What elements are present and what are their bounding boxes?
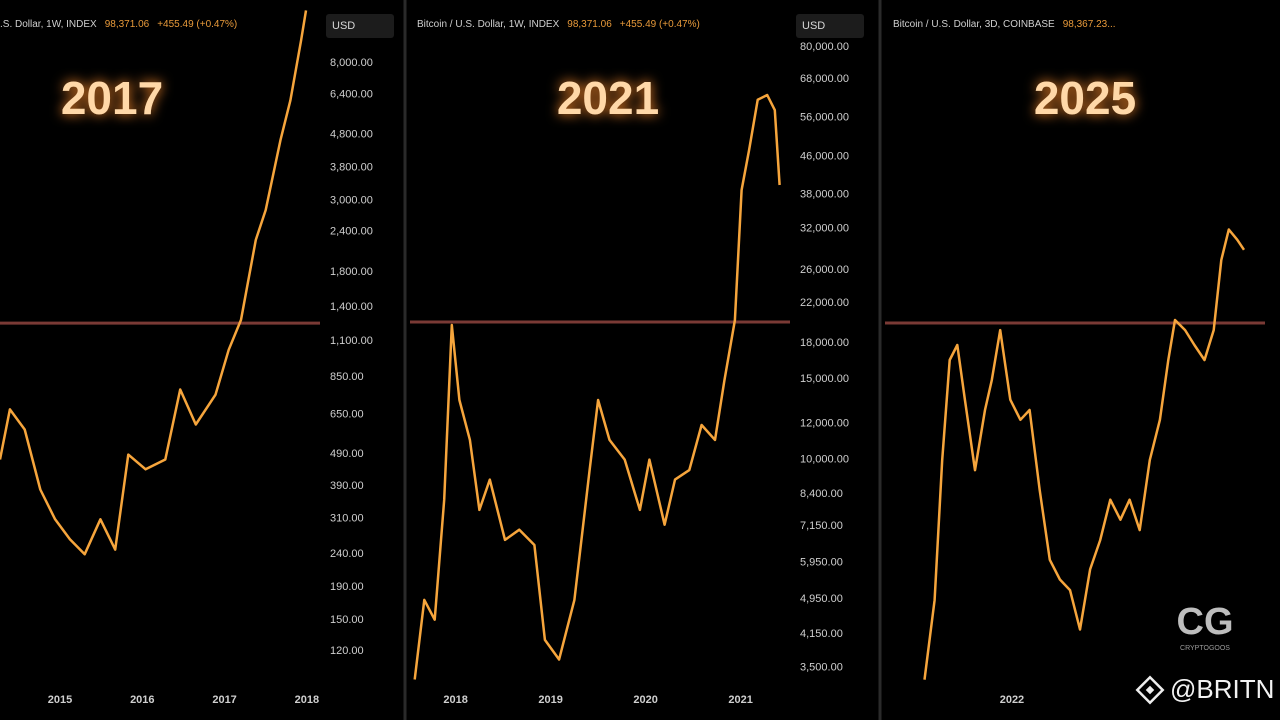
y-tick-label: 38,000.00: [800, 189, 849, 201]
price: 98,371.06: [105, 19, 150, 30]
y-tick-label: 490.00: [330, 448, 364, 460]
y-tick-label: 150.00: [330, 614, 364, 626]
x-tick-label: 2016: [130, 694, 154, 706]
price-line: [413, 93, 781, 680]
cycle-label: 2017: [61, 72, 163, 124]
symbol: .S. Dollar, 1W, INDEX: [0, 19, 97, 30]
y-tick-label: 2,400.00: [330, 226, 373, 238]
y-tick-label: 26,000.00: [800, 264, 849, 276]
y-tick-label: 3,000.00: [330, 194, 373, 206]
y-tick-label: 22,000.00: [800, 297, 849, 309]
price-line: [923, 228, 1246, 680]
symbol-header: .S. Dollar, 1W, INDEX 98,371.06 +455.49 (+…: [0, 19, 237, 30]
change: +455.49 (+0.47%): [620, 19, 700, 30]
y-tick-label: 1,800.00: [330, 266, 373, 278]
y-tick-label: 32,000.00: [800, 223, 849, 235]
symbol: Bitcoin / U.S. Dollar, 1W, INDEX: [417, 19, 560, 30]
logo: CG: [1177, 601, 1234, 643]
logo-caption: CRYPTOGOOS: [1180, 645, 1230, 652]
y-tick-label: 4,950.00: [800, 593, 843, 605]
x-tick-label: 2020: [633, 694, 657, 706]
y-tick-label: 310.00: [330, 512, 364, 524]
price: 98,371.06: [567, 19, 612, 30]
change: +455.49 (+0.47%): [157, 19, 237, 30]
y-tick-label: 650.00: [330, 409, 364, 421]
y-tick-label: 850.00: [330, 371, 364, 383]
x-tick-label: 2022: [1000, 694, 1024, 706]
y-tick-label: 5,950.00: [800, 556, 843, 568]
y-tick-label: 6,400.00: [330, 88, 373, 100]
y-tick-label: 10,000.00: [800, 453, 849, 465]
x-tick-label: 2019: [538, 694, 562, 706]
x-tick-label: 2021: [728, 694, 752, 706]
y-tick-label: 4,150.00: [800, 628, 843, 640]
currency-box: [326, 14, 394, 38]
handle: @BRITN: [1170, 674, 1274, 704]
symbol-header: Bitcoin / U.S. Dollar, 3D, COINBASE 98,36…: [893, 19, 1116, 30]
cycle-label: 2021: [557, 72, 659, 124]
y-tick-label: 68,000.00: [800, 73, 849, 85]
currency-box: [796, 14, 864, 38]
y-tick-label: 4,800.00: [330, 129, 373, 141]
currency: USD: [332, 20, 355, 32]
x-tick-label: 2015: [48, 694, 72, 706]
y-tick-label: 390.00: [330, 480, 364, 492]
y-tick-label: 3,500.00: [800, 662, 843, 674]
y-tick-label: 8,000.00: [330, 57, 373, 69]
price-line: [0, 10, 308, 556]
y-tick-label: 1,400.00: [330, 301, 373, 313]
symbol-header: Bitcoin / U.S. Dollar, 1W, INDEX 98,371.0…: [417, 19, 700, 30]
cycle-label: 2025: [1034, 72, 1136, 124]
y-tick-label: 80,000.00: [800, 41, 849, 53]
y-tick-label: 240.00: [330, 548, 364, 560]
y-tick-label: 190.00: [330, 581, 364, 593]
currency: USD: [802, 20, 825, 32]
y-tick-label: 1,100.00: [330, 335, 373, 347]
y-tick-label: 15,000.00: [800, 373, 849, 385]
y-tick-label: 56,000.00: [800, 112, 849, 124]
price: 98,367.23...: [1063, 19, 1116, 30]
y-tick-label: 46,000.00: [800, 151, 849, 163]
y-tick-label: 7,150.00: [800, 520, 843, 532]
x-tick-label: 2018: [295, 694, 319, 706]
y-tick-label: 8,400.00: [800, 488, 843, 500]
x-tick-label: 2018: [443, 694, 467, 706]
symbol: Bitcoin / U.S. Dollar, 3D, COINBASE: [893, 19, 1055, 30]
y-tick-label: 3,800.00: [330, 161, 373, 173]
y-tick-label: 12,000.00: [800, 417, 849, 429]
x-tick-label: 2017: [212, 694, 236, 706]
y-tick-label: 120.00: [330, 645, 364, 657]
y-tick-label: 18,000.00: [800, 337, 849, 349]
